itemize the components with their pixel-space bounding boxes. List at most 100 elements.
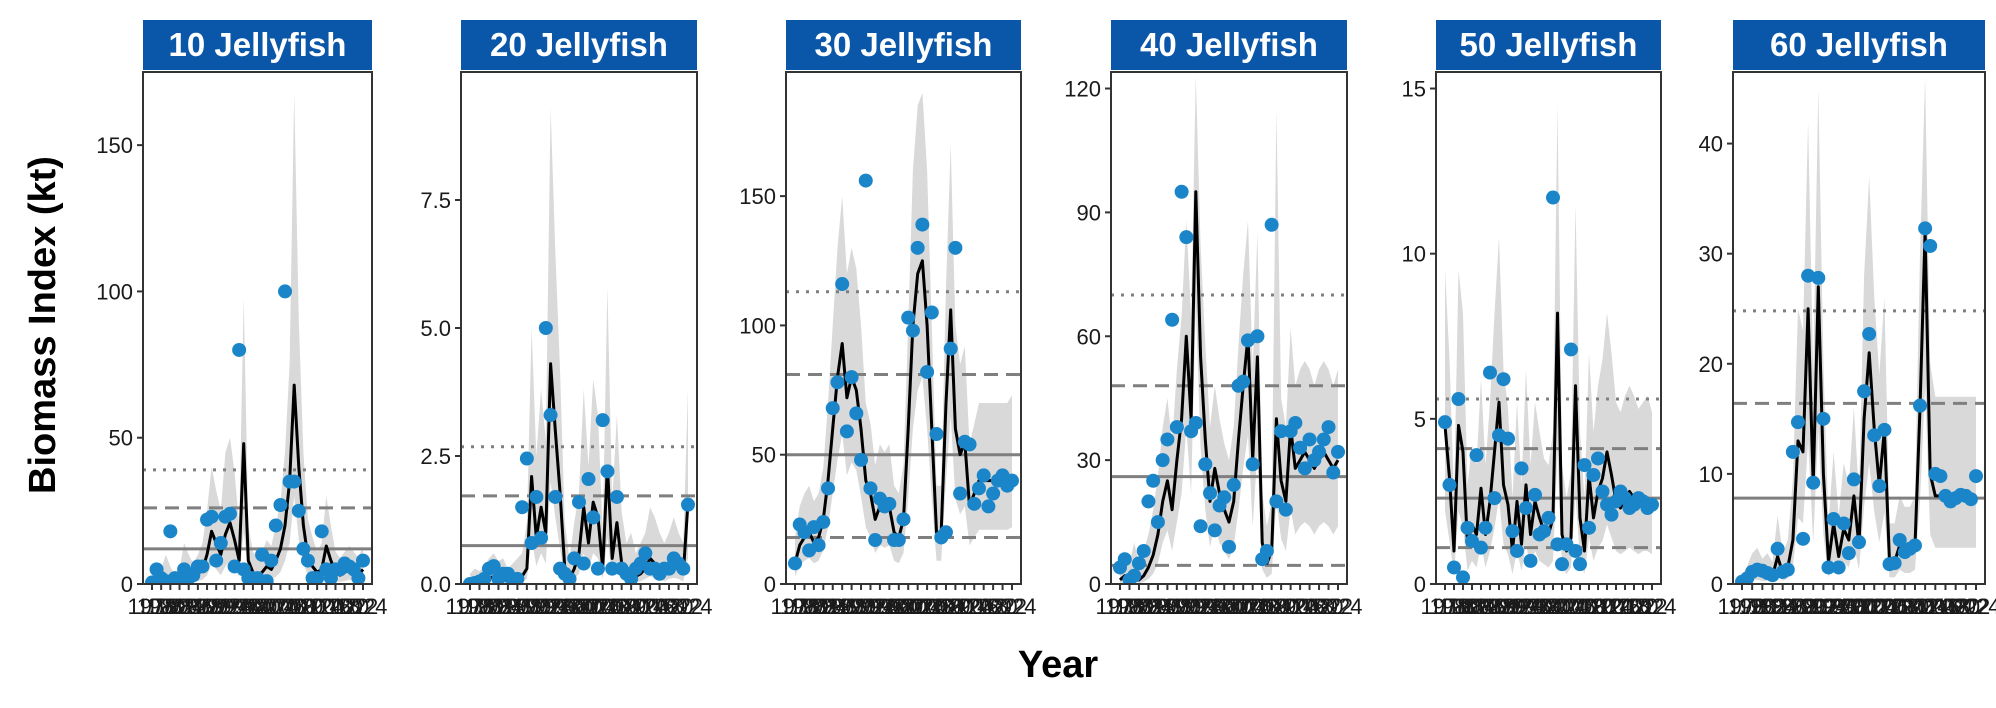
y-tick-label: 50 xyxy=(109,426,133,451)
y-tick-label: 0 xyxy=(1711,572,1723,597)
observed-point xyxy=(1264,217,1279,232)
observed-point xyxy=(1496,372,1511,387)
x-tick-label: 2008 xyxy=(912,594,961,619)
observed-point xyxy=(1226,477,1241,492)
x-tick-label: 1998 xyxy=(219,594,268,619)
observed-point xyxy=(1193,519,1208,534)
y-tick-label: 0 xyxy=(1414,572,1426,597)
observed-point xyxy=(1150,515,1165,530)
observed-point xyxy=(1169,420,1184,435)
x-tick-label: 2002 xyxy=(559,594,608,619)
observed-point xyxy=(1591,451,1605,466)
observed-point xyxy=(844,370,859,385)
observed-point xyxy=(1892,532,1907,547)
observed-point xyxy=(1302,432,1317,447)
panel-border xyxy=(1732,71,1986,585)
facet-title: 40 Jellyfish xyxy=(1140,26,1318,63)
observed-point xyxy=(915,217,930,232)
observed-point xyxy=(1907,538,1922,553)
facet-strip xyxy=(1436,20,1661,70)
observed-point xyxy=(1969,469,1983,484)
x-tick-label: 1994 xyxy=(846,594,895,619)
x-tick-label: 2010 xyxy=(1247,594,1296,619)
x-tick-label: 1988 xyxy=(818,594,867,619)
x-tick-label: 1982 xyxy=(789,594,838,619)
facet-title: 30 Jellyfish xyxy=(815,26,993,63)
x-tick-label: 2000 xyxy=(1829,594,1878,619)
observed-point xyxy=(920,364,935,379)
observed-point xyxy=(953,486,968,501)
x-tick-label: 2020 xyxy=(1295,594,1344,619)
y-tick-label: 0 xyxy=(1089,572,1101,597)
x-tick-label: 2006 xyxy=(903,594,952,619)
x-tick-label: 2024 xyxy=(1628,594,1677,619)
observed-point xyxy=(1442,477,1457,492)
observed-point xyxy=(1780,562,1795,577)
x-tick-label: 1990 xyxy=(1475,594,1524,619)
observed-point xyxy=(1913,398,1928,413)
x-tick-label: 2006 xyxy=(1547,594,1596,619)
x-tick-label: 1994 xyxy=(1493,594,1542,619)
observed-point xyxy=(351,571,366,584)
facet-strip xyxy=(1111,20,1347,70)
observed-point xyxy=(1451,392,1466,407)
x-tick-label: 1996 xyxy=(1809,594,1858,619)
observed-point xyxy=(1963,492,1978,507)
observed-point xyxy=(209,553,224,568)
x-tick-label: 1992 xyxy=(192,594,241,619)
observed-point xyxy=(1546,190,1560,205)
x-tick-label: 1990 xyxy=(827,594,876,619)
facet-strip xyxy=(143,20,372,70)
plot-area xyxy=(1111,76,1347,584)
x-tick-label: 2008 xyxy=(265,594,314,619)
x-tick-label: 2014 xyxy=(293,594,342,619)
observed-point xyxy=(1174,184,1189,199)
confidence-ribbon xyxy=(470,107,688,584)
observed-point xyxy=(595,413,610,428)
facet-panel: 40 Jellyfish0306090120197819801982198419… xyxy=(1064,20,1362,619)
observed-point xyxy=(310,571,325,584)
x-tick-label: 1994 xyxy=(201,594,250,619)
y-tick-label: 100 xyxy=(96,279,133,304)
x-tick-label: 1978 xyxy=(1096,594,1145,619)
observed-point xyxy=(519,451,534,466)
x-tick-label: 2000 xyxy=(550,594,599,619)
x-tick-label: 1990 xyxy=(183,594,232,619)
observed-point xyxy=(529,489,544,504)
observed-point xyxy=(981,499,996,514)
x-tick-label: 2014 xyxy=(616,594,665,619)
y-tick-label: 0.0 xyxy=(420,572,451,597)
plot-area xyxy=(1436,105,1661,584)
observed-point xyxy=(863,481,878,496)
x-tick-label: 2012 xyxy=(931,594,980,619)
observed-point xyxy=(910,240,925,255)
observed-point xyxy=(967,496,982,511)
y-tick-label: 2.5 xyxy=(420,444,451,469)
x-tick-label: 1984 xyxy=(1748,594,1797,619)
facet-strip xyxy=(461,20,697,70)
plot-area xyxy=(786,92,1021,577)
observed-point xyxy=(1117,552,1132,567)
facet-panel: 60 Jellyfish 0 10 20 30 40 1978198019821984198… xyxy=(1699,20,1996,619)
x-tick-label: 2004 xyxy=(1219,594,1268,619)
x-tick-label: 1982 xyxy=(464,594,513,619)
x-tick-label: 1982 xyxy=(1439,594,1488,619)
x-tick-label: 2004 xyxy=(247,594,296,619)
observed-point xyxy=(1478,520,1493,535)
observed-point xyxy=(1259,543,1274,558)
observed-point xyxy=(1160,432,1175,447)
observed-point xyxy=(825,401,840,416)
x-tick-label: 2024 xyxy=(1314,594,1363,619)
x-tick-label: 2004 xyxy=(1850,594,1899,619)
x-tick-label: 1978 xyxy=(1421,594,1470,619)
x-tick-label: 2012 xyxy=(1257,594,1306,619)
observed-point xyxy=(1537,524,1551,539)
x-tick-label: 1978 xyxy=(771,594,820,619)
x-tick-label: 1996 xyxy=(1502,594,1551,619)
facet-title: 60 Jellyfish xyxy=(1770,26,1948,63)
observed-point xyxy=(1331,444,1345,459)
observed-point xyxy=(259,574,274,584)
x-tick-label: 1994 xyxy=(1799,594,1848,619)
observed-point xyxy=(1877,422,1892,437)
observed-point xyxy=(924,305,939,320)
